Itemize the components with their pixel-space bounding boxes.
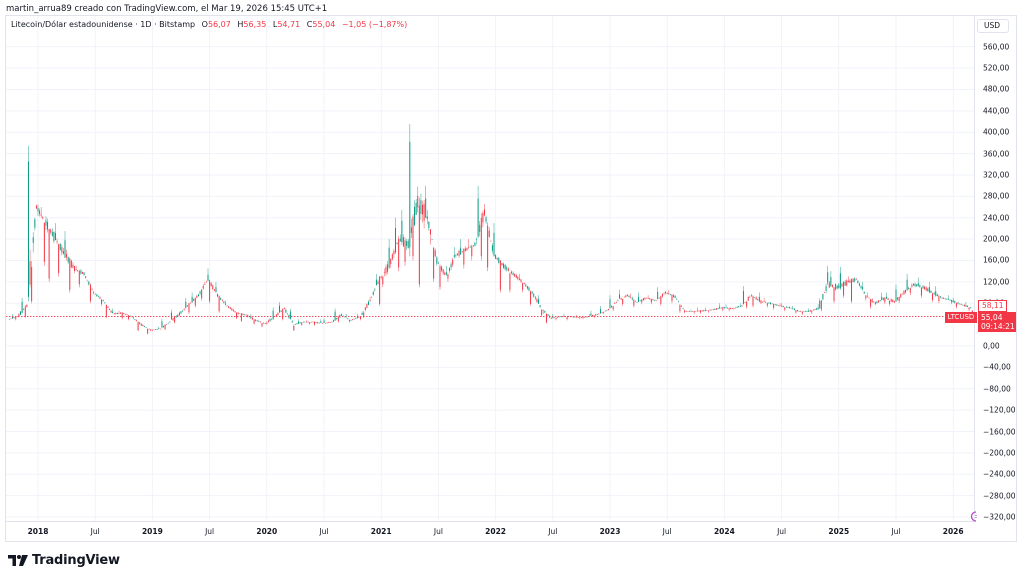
price-tick: 160,00	[983, 255, 1010, 265]
time-tick: 2025	[828, 527, 850, 536]
price-tick: −40,00	[983, 362, 1011, 372]
symbol-price-tag: LTCUSD	[945, 312, 977, 323]
low-value: 54,71	[277, 20, 301, 29]
time-tick: 2018	[27, 527, 49, 536]
time-tick: Jul	[205, 527, 215, 536]
price-tick: 120,00	[983, 277, 1010, 287]
close-value: 55,04	[312, 20, 336, 29]
tradingview-logo-text: TradingView	[32, 553, 120, 568]
price-tick: 0,00	[983, 341, 1000, 351]
time-tick: 2024	[713, 527, 735, 536]
price-tick: 480,00	[983, 84, 1010, 94]
time-tick: Jul	[777, 527, 787, 536]
candles	[8, 124, 973, 335]
time-tick: Jul	[662, 527, 672, 536]
high-value: 56,35	[243, 20, 267, 29]
price-tick: 560,00	[983, 42, 1010, 52]
price-tick: −320,00	[983, 512, 1016, 522]
price-tick: −200,00	[983, 448, 1016, 458]
bar-countdown: 09:14:21	[981, 322, 1015, 331]
price-tick: 320,00	[983, 170, 1010, 180]
price-tick: 440,00	[983, 106, 1010, 116]
time-tick: 2026	[942, 527, 964, 536]
price-tick: 400,00	[983, 127, 1010, 137]
time-tick: Jul	[548, 527, 558, 536]
price-tick: 360,00	[983, 149, 1010, 159]
price-tick: −160,00	[983, 427, 1016, 437]
time-tick: Jul	[891, 527, 901, 536]
price-tick: −240,00	[983, 469, 1016, 479]
time-tick: 2022	[485, 527, 507, 536]
price-tick: −80,00	[983, 384, 1011, 394]
prev-close-label: 58,11	[978, 300, 1007, 312]
change-value: −1,05 (−1,87%)	[341, 20, 408, 29]
time-axis[interactable]	[5, 521, 974, 542]
time-tick: Jul	[90, 527, 100, 536]
symbol-legend: Litecoin/Dólar estadounidense · 1D · Bit…	[11, 20, 408, 29]
price-tick: −280,00	[983, 491, 1016, 501]
price-tick: 200,00	[983, 234, 1010, 244]
price-axis[interactable]	[974, 15, 1017, 521]
last-price-value: 55,04	[981, 313, 1003, 322]
time-tick: 2020	[256, 527, 278, 536]
price-tick: 240,00	[983, 213, 1010, 223]
open-value: 56,07	[207, 20, 231, 29]
time-tick: 2021	[370, 527, 392, 536]
economic-event-icon[interactable]	[970, 511, 979, 522]
currency-button[interactable]: USD	[977, 19, 1009, 33]
time-tick: Jul	[319, 527, 329, 536]
price-tick: 520,00	[983, 63, 1010, 73]
time-tick: Jul	[433, 527, 443, 536]
last-price-label: 55,04 09:14:21	[978, 312, 1016, 332]
attribution-text: martin_arrua89 creado con TradingView.co…	[6, 4, 328, 14]
price-tick: 280,00	[983, 191, 1010, 201]
time-tick: 2023	[599, 527, 621, 536]
price-tick: −120,00	[983, 405, 1016, 415]
symbol-title[interactable]: Litecoin/Dólar estadounidense · 1D · Bit…	[11, 20, 196, 29]
tradingview-logo[interactable]: TradingView	[8, 553, 120, 568]
time-tick: 2019	[141, 527, 163, 536]
tradingview-logo-icon	[8, 555, 28, 566]
